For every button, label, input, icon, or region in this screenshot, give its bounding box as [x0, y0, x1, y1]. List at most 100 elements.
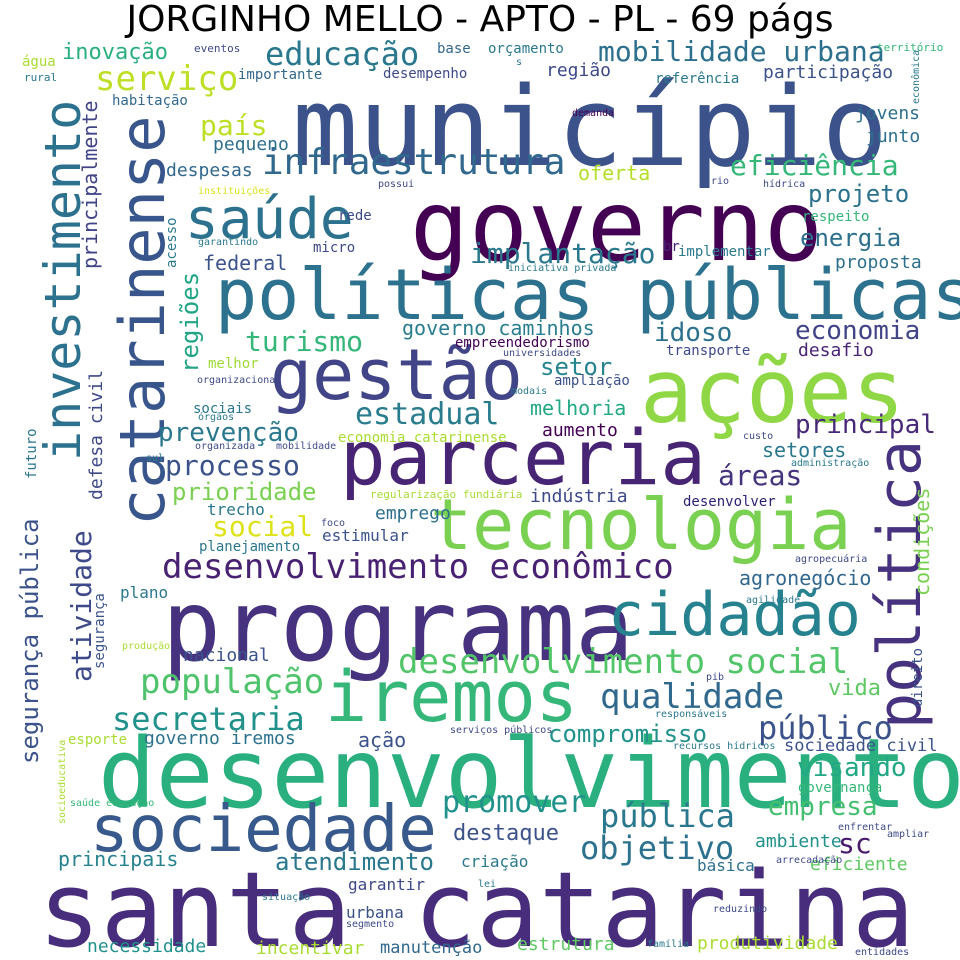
cloud-word-prevencao: prevenção	[158, 418, 299, 448]
cloud-word-manutencao: manutenção	[380, 938, 483, 958]
cloud-word-importante: importante	[238, 67, 323, 83]
cloud-word-junto: junto	[866, 126, 921, 147]
cloud-word-demanda: demanda	[572, 108, 615, 119]
cloud-word-vida: vida	[828, 676, 881, 701]
cloud-word-familia: família	[647, 939, 690, 950]
cloud-word-respeito: respeito	[802, 209, 870, 225]
cloud-word-hidrica: hídrica	[763, 179, 806, 190]
cloud-word-promover: promover	[442, 785, 587, 820]
cloud-word-empresa: empresa	[768, 792, 878, 822]
cloud-word-desenvolvimento-social: desenvolvimento social	[398, 642, 849, 682]
cloud-word-segmento: segmento	[346, 919, 395, 930]
cloud-word-criacao: criação	[461, 852, 529, 871]
cloud-word-desempenho: desempenho	[383, 66, 468, 82]
cloud-word-servico: serviço	[95, 59, 239, 99]
cloud-word-pequeno: pequeno	[213, 134, 289, 155]
cloud-word-agua: água	[22, 54, 56, 70]
cloud-word-economica: econômica	[911, 49, 922, 104]
cloud-word-publica: pública	[600, 797, 735, 835]
cloud-word-rede: rede	[338, 208, 372, 224]
cloud-word-producao: produção	[122, 641, 171, 652]
cloud-word-inovacao: inovação	[62, 40, 168, 65]
cloud-word-aumento: aumento	[542, 420, 618, 441]
cloud-word-cidadao: cidadão	[608, 580, 861, 650]
cloud-word-areas: áreas	[718, 459, 803, 492]
cloud-word-educacao: educação	[265, 35, 420, 73]
cloud-word-industria: indústria	[530, 486, 628, 507]
cloud-word-ampliacao: ampliação	[554, 373, 630, 389]
cloud-word-regioes: regiões	[176, 271, 204, 373]
cloud-word-governo-caminhos: governo caminhos	[402, 316, 595, 340]
cloud-word-garantir: garantir	[348, 875, 426, 894]
cloud-word-principais: principais	[58, 847, 179, 871]
page-title: JORGINHO MELLO - APTO - PL - 69 págs	[126, 0, 834, 40]
cloud-word-proposta: proposta	[835, 252, 922, 273]
cloud-word-incentivar: incentivar	[256, 938, 365, 959]
cloud-word-energia: energia	[800, 224, 902, 252]
cloud-word-orgaos: órgãos	[198, 412, 235, 423]
cloud-word-necessidade: necessidade	[87, 936, 207, 957]
cloud-word-objetivo: objetivo	[580, 829, 735, 867]
cloud-word-desenvolvimento-economico: desenvolvimento econômico	[162, 547, 674, 587]
cloud-word-ampliar: ampliar	[887, 829, 930, 840]
cloud-word-enfrentar: enfrentar	[838, 822, 893, 833]
cloud-word-referencia: referência	[655, 71, 740, 87]
cloud-word-economia-catarinense: economia catarinense	[338, 430, 507, 446]
cloud-word-iremos: iremos	[325, 656, 578, 738]
cloud-word-agronegocio: agronegócio	[739, 566, 872, 590]
cloud-word-trecho: trecho	[207, 500, 265, 519]
cloud-word-entidades: entidades	[855, 947, 910, 958]
cloud-word-defesa-civil: defesa civil	[86, 369, 107, 500]
cloud-word-governo: governo	[410, 170, 824, 284]
cloud-word-despesas: despesas	[166, 160, 253, 181]
cloud-word-administracao: administração	[791, 458, 870, 469]
cloud-word-processo: processo	[165, 449, 300, 482]
cloud-word-mobilidade-urbana: mobilidade urbana	[598, 35, 885, 68]
cloud-word-seguranca-publica: segurança pública	[16, 518, 44, 764]
cloud-word-produtividade: produtividade	[697, 933, 838, 954]
cloud-word-projeto: projeto	[808, 180, 910, 208]
cloud-word-emprego: emprego	[375, 503, 451, 524]
cloud-word-rural: rural	[24, 71, 58, 84]
cloud-word-ambiente: ambiente	[755, 831, 842, 852]
cloud-word-s: s	[516, 57, 523, 68]
cloud-word-regiao: região	[546, 60, 612, 81]
cloud-word-melhor: melhor	[208, 356, 259, 372]
cloud-word-sociais: sociais	[193, 401, 253, 417]
cloud-word-garantindo: garantindo	[198, 237, 259, 248]
cloud-word-santa-catarina: santa catarina	[38, 849, 915, 960]
cloud-word-esporte: esporte	[68, 732, 128, 748]
cloud-word-recursos-hidricos: recursos hídricos	[673, 741, 776, 752]
cloud-word-regularizacao-fundiaria: regularização fundiária	[370, 488, 523, 501]
cloud-word-sc: sc	[838, 827, 872, 860]
cloud-word-planejamento: planejamento	[199, 539, 301, 555]
cloud-word-gestao: gestão	[270, 334, 523, 416]
cloud-word-tecnologia: tecnologia	[430, 484, 852, 566]
cloud-word-setor: setor	[540, 353, 613, 381]
cloud-word-organizacional: organizacional	[197, 375, 282, 386]
cloud-word-programa: programa	[162, 570, 635, 684]
cloud-word-agropecuaria: agropecuária	[795, 554, 868, 565]
cloud-word-reduzindo: reduzindo	[713, 904, 768, 915]
cloud-word-iniciativa-privada: iniciativa privada	[508, 263, 617, 274]
cloud-word-orcamento: orçamento	[488, 41, 564, 57]
cloud-word-sociedade-civil: sociedade civil	[784, 736, 938, 756]
cloud-word-agilidade: agilidade	[746, 595, 801, 606]
cloud-word-compromisso: compromisso	[548, 720, 707, 748]
cloud-word-arrecadacao: arrecadação	[776, 855, 843, 866]
cloud-word-futuro: futuro	[24, 428, 40, 479]
cloud-word-municipio: município	[292, 63, 889, 191]
cloud-word-foco: foco	[321, 518, 346, 529]
cloud-word-implementar: implementar	[678, 244, 771, 260]
cloud-word-transporte: transporte	[666, 343, 751, 359]
cloud-word-desenvolvimento: desenvolvimento	[98, 718, 960, 830]
cloud-word-instituicoes: instituições	[198, 186, 271, 197]
cloud-word-rio: rio	[711, 176, 730, 187]
cloud-word-urbana: urbana	[346, 903, 404, 922]
cloud-word-organizada: organizada	[195, 441, 256, 452]
cloud-word-universidades: universidades	[503, 348, 582, 359]
cloud-word-condicoes: condições	[910, 487, 934, 596]
cloud-word-responsaveis: responsáveis	[655, 709, 728, 720]
cloud-word-publico: público	[758, 709, 893, 747]
